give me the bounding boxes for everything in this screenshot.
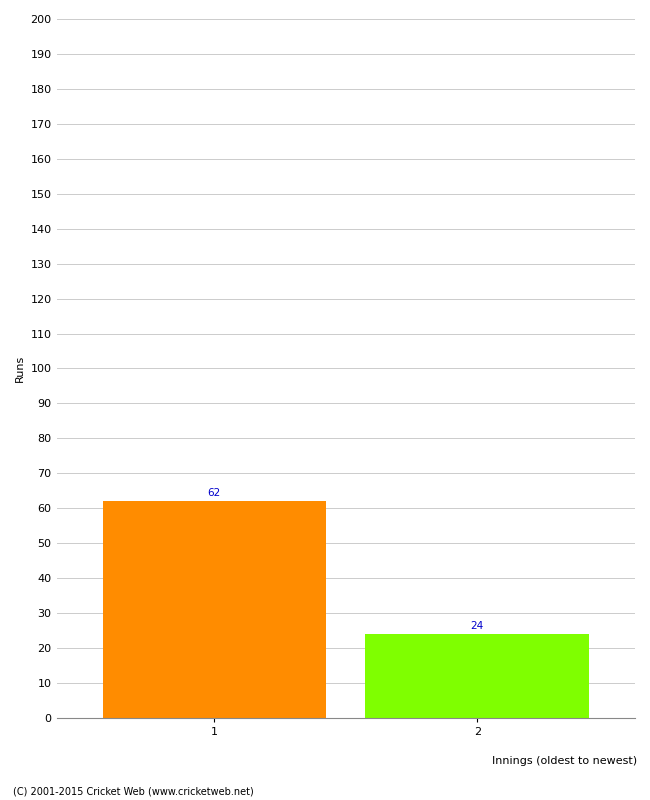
Text: Innings (oldest to newest): Innings (oldest to newest) xyxy=(492,756,637,766)
Bar xyxy=(365,634,589,718)
Text: 24: 24 xyxy=(471,622,484,631)
Text: (C) 2001-2015 Cricket Web (www.cricketweb.net): (C) 2001-2015 Cricket Web (www.cricketwe… xyxy=(13,786,254,796)
Y-axis label: Runs: Runs xyxy=(15,355,25,382)
Bar xyxy=(103,502,326,718)
Text: 62: 62 xyxy=(208,489,221,498)
